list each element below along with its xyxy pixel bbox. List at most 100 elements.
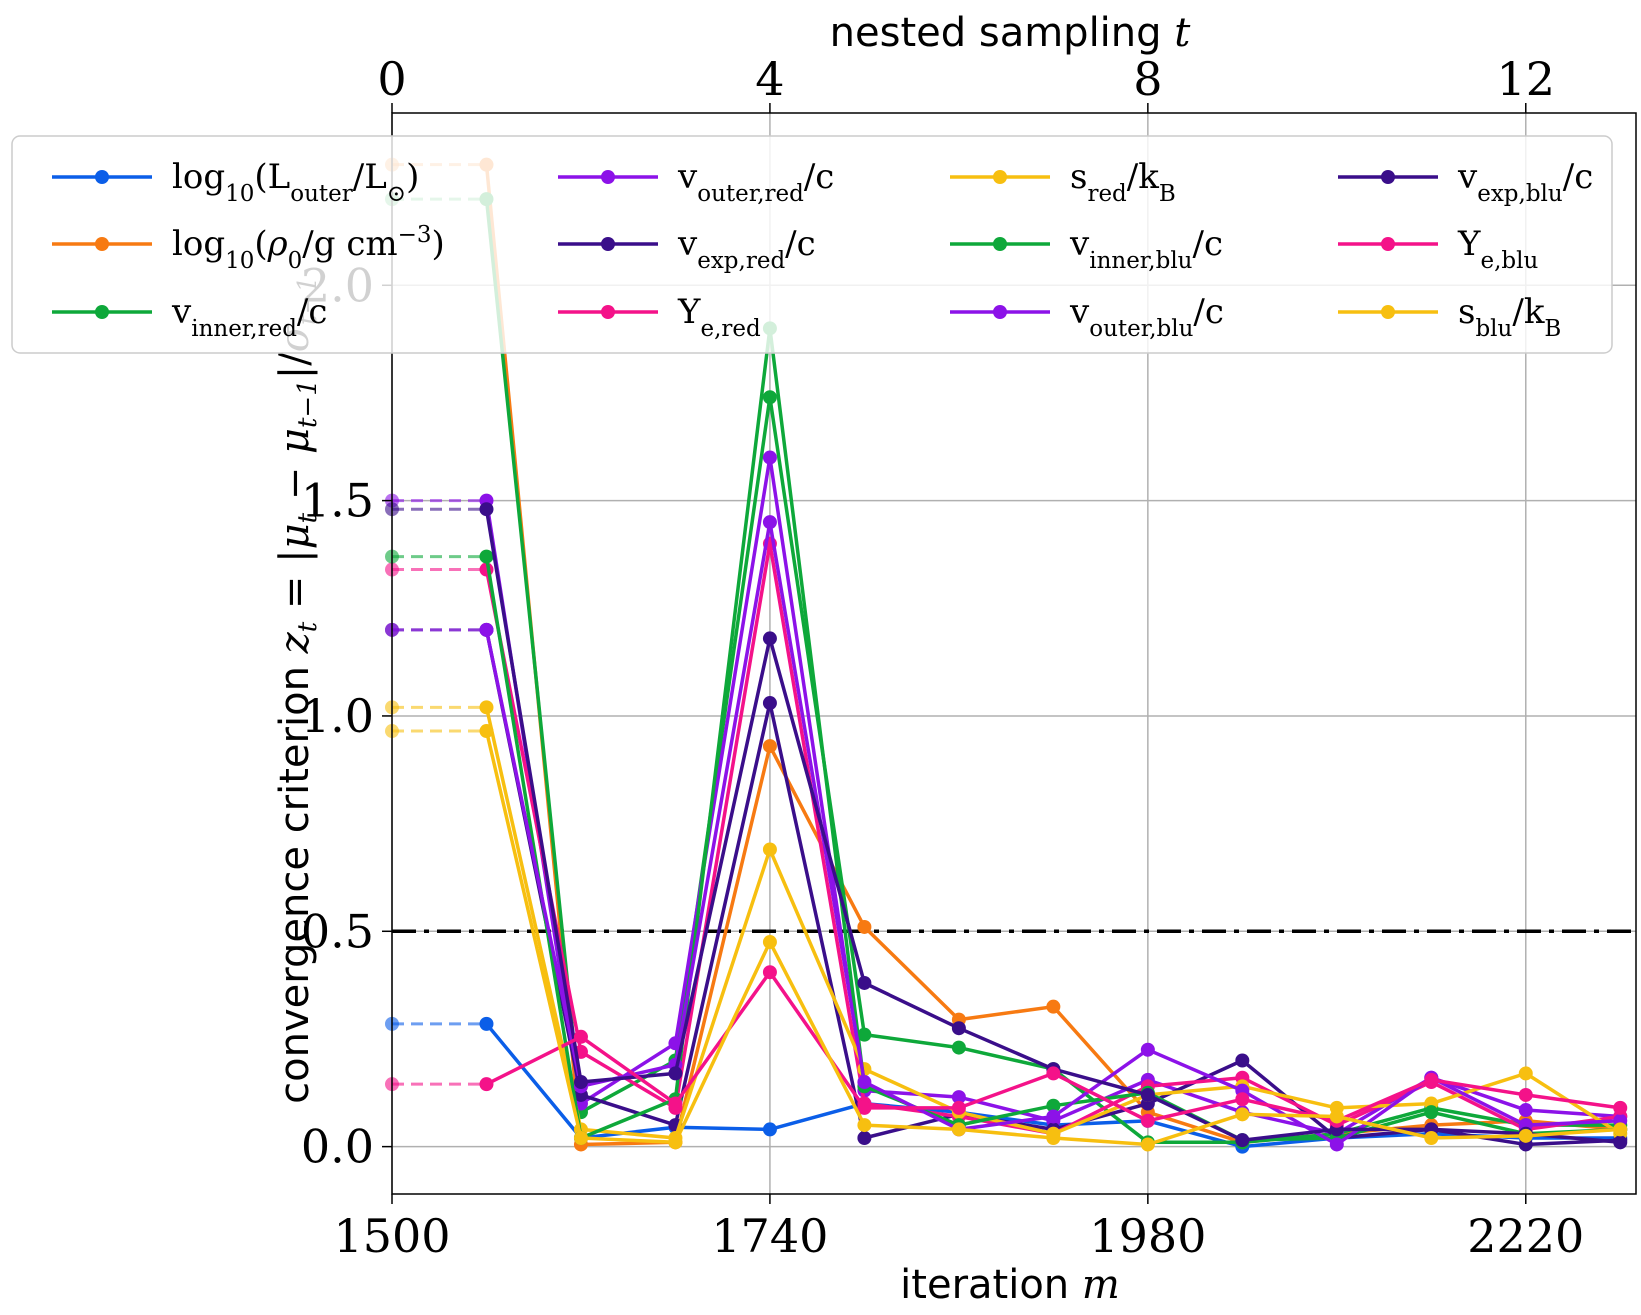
legend-entry-2: vinner,red/c: [52, 292, 327, 342]
legend-entry-10: Ye,blu: [1338, 224, 1538, 274]
series-point: [1424, 1105, 1439, 1120]
series-point: [1046, 1066, 1061, 1081]
series-point: [857, 919, 872, 934]
series-point: [479, 549, 494, 564]
legend-label: sblu/kB: [1458, 292, 1561, 342]
legend: log10(Louter/L⊙) log10(ρ0/g cm−3) vinner,r…: [11, 135, 1613, 354]
series-point: [1613, 1135, 1628, 1150]
series-11: [385, 724, 1628, 1152]
series-point: [1140, 1137, 1155, 1152]
series-point: [668, 1135, 683, 1150]
legend-swatch-marker: [993, 305, 1007, 319]
series-point: [857, 1131, 872, 1146]
series-point: [1046, 999, 1061, 1014]
series-point: [1518, 1087, 1533, 1102]
series-point: [857, 1100, 872, 1115]
x2-tick-label: 4: [755, 52, 784, 106]
x-tick-label: 1740: [711, 1209, 828, 1263]
x-axis-title: iteration m: [900, 1262, 1120, 1308]
series-point: [857, 1118, 872, 1133]
series-point: [1424, 1131, 1439, 1146]
series-point: [1235, 1133, 1250, 1148]
series-point: [1046, 1109, 1061, 1124]
legend-entry-3: vouter,red/c: [558, 157, 834, 207]
series-point: [668, 1096, 683, 1111]
series-point: [1235, 1092, 1250, 1107]
legend-label: vexp,blu/c: [1457, 157, 1593, 207]
series-point: [1235, 1107, 1250, 1122]
series-point: [1046, 1098, 1061, 1113]
legend-box: [11, 135, 1613, 354]
legend-swatch-marker: [1381, 237, 1395, 251]
legend-entry-11: sblu/kB: [1338, 292, 1561, 342]
legend-swatch-marker: [1381, 170, 1395, 184]
legend-swatch-marker: [601, 170, 615, 184]
legend-swatch-marker: [1381, 305, 1395, 319]
series-point: [479, 700, 494, 715]
series-point: [1235, 1053, 1250, 1068]
legend-swatch-marker: [601, 237, 615, 251]
series-point: [1518, 1066, 1533, 1081]
legend-label: sred/kB: [1070, 157, 1176, 207]
series-point: [1140, 1042, 1155, 1057]
series-point: [762, 1122, 777, 1137]
series-point: [951, 1090, 966, 1105]
legend-swatch-marker: [95, 170, 109, 184]
series-point: [479, 502, 494, 517]
series-point: [1046, 1131, 1061, 1146]
legend-entry-0: log10(Louter/L⊙): [52, 157, 419, 207]
series-point: [1329, 1137, 1344, 1152]
x-tick-label: 2220: [1467, 1209, 1584, 1263]
x-tick-label: 1500: [333, 1209, 450, 1263]
x2-tick-label: 8: [1133, 52, 1162, 106]
series-point: [951, 1100, 966, 1115]
series-point: [1329, 1109, 1344, 1124]
series-point: [762, 631, 777, 646]
series-point: [1140, 1113, 1155, 1128]
series-point: [857, 1075, 872, 1090]
legend-label: vexp,red/c: [677, 224, 816, 274]
axes: 0.00.51.01.52.0150017401980222004812: [301, 52, 1584, 1263]
series-point: [762, 696, 777, 711]
legend-label: log10(ρ0/g cm−3): [172, 222, 445, 274]
legend-entry-4: vexp,red/c: [558, 224, 816, 274]
series-point: [1518, 1128, 1533, 1143]
series-point: [951, 1122, 966, 1137]
series-point: [951, 1040, 966, 1055]
series-point: [1424, 1072, 1439, 1087]
series-point: [479, 1016, 494, 1031]
series-10: [385, 965, 1628, 1128]
x-tick-label: 1980: [1089, 1209, 1206, 1263]
series-point: [479, 622, 494, 637]
series-point: [951, 1021, 966, 1036]
legend-swatch-marker: [95, 237, 109, 251]
series-group: [385, 157, 1628, 1154]
series-point: [762, 739, 777, 754]
legend-entry-7: vinner,blu/c: [950, 224, 1223, 274]
legend-label: Ye,red: [677, 292, 761, 342]
legend-label: log10(Louter/L⊙): [172, 157, 419, 207]
series-point: [573, 1075, 588, 1090]
series-point: [1613, 1100, 1628, 1115]
series-point: [762, 842, 777, 857]
legend-label: vouter,red/c: [677, 157, 834, 207]
series-point: [573, 1029, 588, 1044]
series-point: [1140, 1087, 1155, 1102]
series-point: [1518, 1103, 1533, 1118]
legend-label: vinner,blu/c: [1069, 224, 1223, 274]
series-point: [668, 1066, 683, 1081]
series-point: [762, 450, 777, 465]
series-point: [857, 1027, 872, 1042]
legend-label: Ye,blu: [1457, 224, 1538, 274]
series-point: [762, 965, 777, 980]
legend-swatch-marker: [95, 305, 109, 319]
y-tick-label: 0.0: [301, 1120, 374, 1174]
legend-label: vouter,blu/c: [1069, 292, 1224, 342]
legend-entry-9: vexp,blu/c: [1338, 157, 1593, 207]
x2-tick-label: 12: [1496, 52, 1555, 106]
legend-label: vinner,red/c: [171, 292, 327, 342]
y-tick-label: 1.0: [301, 689, 374, 743]
series-point: [857, 975, 872, 990]
legend-entry-6: sred/kB: [950, 157, 1176, 207]
